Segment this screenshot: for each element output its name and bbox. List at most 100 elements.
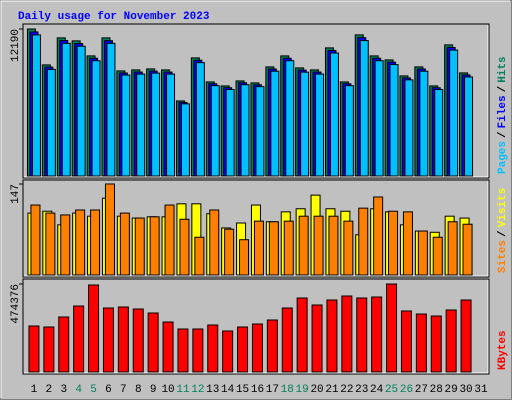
bar <box>462 223 473 276</box>
bar <box>389 64 399 177</box>
legend-separator: / <box>497 230 509 237</box>
legend: Pages / Files / Hits <box>497 56 509 174</box>
x-tick-label: 1 <box>31 384 38 396</box>
bar <box>283 220 294 276</box>
bar <box>356 297 368 373</box>
bar <box>464 76 474 177</box>
x-tick-label: 7 <box>120 384 127 396</box>
bar <box>374 60 384 177</box>
bar <box>359 40 369 177</box>
bar <box>313 215 324 276</box>
bar <box>449 49 459 177</box>
bar <box>151 72 161 177</box>
legend-entry: Sites <box>497 240 509 273</box>
x-tick-label: 17 <box>266 384 279 396</box>
bar <box>61 42 71 177</box>
bar <box>328 215 339 276</box>
bar <box>164 204 175 276</box>
bar <box>75 209 86 276</box>
x-tick-label: 5 <box>90 384 97 396</box>
legend-entry: KBytes <box>497 330 509 370</box>
x-tick-label: 19 <box>296 384 309 396</box>
bar <box>343 220 354 276</box>
x-tick-label: 29 <box>445 384 458 396</box>
x-tick-label: 26 <box>400 384 413 396</box>
bar <box>270 70 280 177</box>
bar <box>136 73 146 177</box>
bar <box>194 236 205 276</box>
bar <box>329 52 339 177</box>
bar <box>239 239 250 276</box>
legend-entry: Visits <box>497 188 509 228</box>
legend-separator: / <box>497 131 509 138</box>
bar <box>58 316 70 373</box>
bar <box>434 89 444 177</box>
bar <box>341 295 353 373</box>
bar <box>285 60 295 177</box>
bar <box>266 319 278 373</box>
bar <box>195 62 205 177</box>
legend-entry: Pages <box>497 141 509 174</box>
bar <box>147 312 159 373</box>
panel-bevel <box>24 280 489 374</box>
legend-separator: / <box>497 85 509 92</box>
x-tick-label: 27 <box>415 384 428 396</box>
bar <box>460 299 472 373</box>
bar <box>166 73 176 177</box>
panel-bevel <box>24 25 489 178</box>
bar <box>237 326 249 373</box>
bar <box>240 84 250 177</box>
bar <box>419 70 429 177</box>
bar <box>222 330 234 373</box>
bar <box>162 321 174 373</box>
bar <box>225 89 235 177</box>
bar <box>119 212 130 276</box>
bar <box>373 196 384 276</box>
x-tick-label: 10 <box>161 384 174 396</box>
x-tick-label: 6 <box>105 384 112 396</box>
x-tick-label: 16 <box>251 384 264 396</box>
y-tick-label: 474376 <box>10 284 22 324</box>
x-tick-label: 14 <box>221 384 235 396</box>
x-tick-label: 22 <box>340 384 353 396</box>
legend: Sites / Visits <box>497 188 509 273</box>
legend-entry: Hits <box>497 56 509 82</box>
bar <box>132 308 144 373</box>
legend-entry: Files <box>497 95 509 128</box>
x-tick-label: 21 <box>325 384 339 396</box>
bar <box>298 215 309 276</box>
bar <box>45 212 56 276</box>
bar <box>445 309 457 373</box>
x-tick-label: 15 <box>236 384 249 396</box>
x-tick-label: 31 <box>474 384 488 396</box>
x-tick-label: 13 <box>206 384 219 396</box>
x-tick-label: 20 <box>310 384 323 396</box>
x-tick-label: 24 <box>370 384 384 396</box>
bar <box>326 299 338 373</box>
x-tick-label: 25 <box>385 384 398 396</box>
bar <box>268 221 279 276</box>
bar <box>210 85 220 177</box>
bar <box>417 230 428 276</box>
legend: KBytes <box>497 330 509 370</box>
bar <box>31 34 41 177</box>
bar <box>371 296 383 373</box>
bar <box>149 216 160 276</box>
chart-title: Daily usage for November 2023 <box>18 11 210 23</box>
bar <box>177 328 189 373</box>
bar <box>209 209 220 276</box>
y-tick-label: 147 <box>10 184 22 204</box>
bar <box>73 305 85 373</box>
bar <box>60 214 71 276</box>
bar <box>300 71 310 177</box>
bar <box>224 228 235 276</box>
bar <box>117 306 129 373</box>
bar <box>311 304 323 373</box>
bar <box>447 221 458 276</box>
bar <box>400 310 412 373</box>
x-tick-label: 3 <box>60 384 67 396</box>
bar <box>91 60 101 177</box>
